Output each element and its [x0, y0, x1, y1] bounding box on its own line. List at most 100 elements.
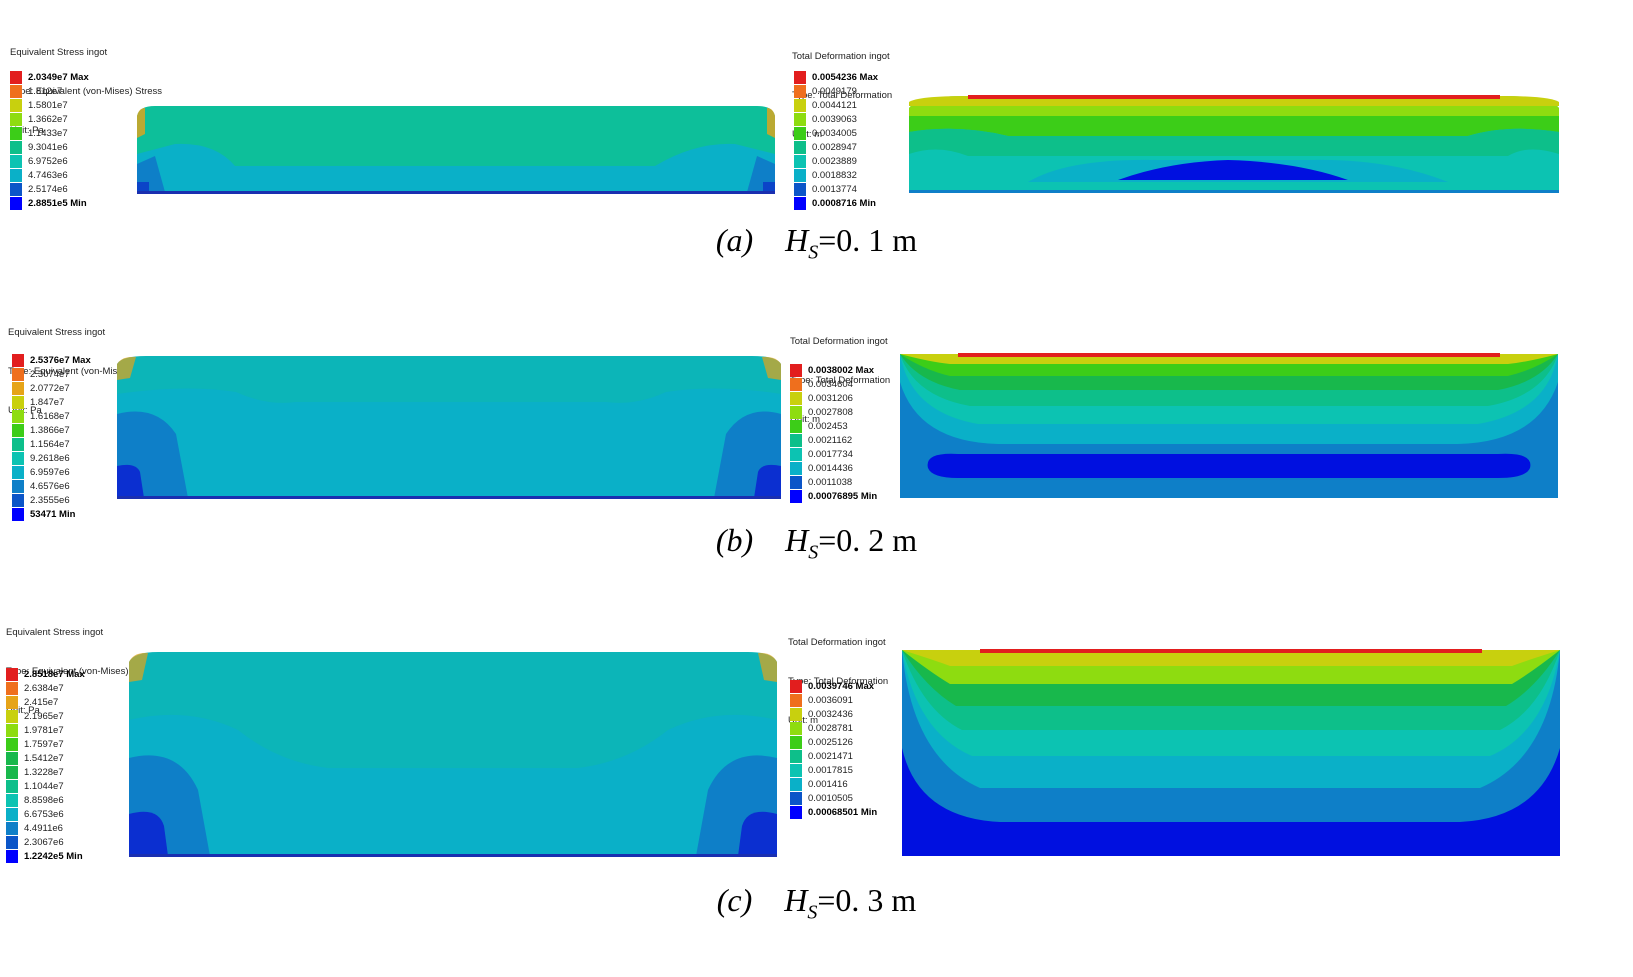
- legend-label: 0.0031206: [808, 393, 853, 404]
- figure-row-c: Equivalent Stress ingot Type: Equivalent…: [0, 590, 1633, 935]
- caption-value: =0. 2 m: [818, 522, 918, 558]
- legend-label: 2.5174e6: [28, 184, 68, 195]
- legend-swatch: [10, 71, 22, 84]
- legend-label: 2.0349e7 Max: [28, 72, 89, 83]
- caption-value: =0. 3 m: [817, 882, 917, 918]
- legend-label: 0.0008716 Min: [812, 198, 876, 209]
- legend-label: 1.7597e7: [24, 739, 64, 750]
- legend-label: 0.0017734: [808, 449, 853, 460]
- legend-label: 8.8598e6: [24, 795, 64, 806]
- legend-label: 0.0014436: [808, 463, 853, 474]
- legend-swatch: [794, 127, 806, 140]
- legend-swatch: [6, 724, 18, 737]
- legend-swatch: [12, 368, 24, 381]
- legend-label: 0.0021162: [808, 435, 853, 446]
- legend-swatch: [794, 141, 806, 154]
- legend-label: 1.5801e7: [28, 100, 68, 111]
- deformation-unit: Unit: m: [790, 414, 821, 425]
- legend-label: 2.3074e7: [30, 369, 70, 380]
- caption-symbol: H: [785, 222, 809, 258]
- legend-label: 1.1433e7: [28, 128, 68, 139]
- legend-label: 0.0044121: [812, 100, 857, 111]
- legend-swatch: [6, 696, 18, 709]
- legend-swatch: [790, 392, 802, 405]
- legend-swatch: [790, 448, 802, 461]
- legend-swatch: [790, 722, 802, 735]
- deformation-title: Total Deformation ingot: [792, 51, 890, 62]
- legend-label: 0.0023889: [812, 156, 857, 167]
- legend-swatch: [6, 822, 18, 835]
- legend-label: 0.0039746 Max: [808, 681, 875, 692]
- legend-label: 1.5412e7: [24, 753, 64, 764]
- legend-swatch: [6, 738, 18, 751]
- legend-swatch: [6, 808, 18, 821]
- caption-subscript: S: [807, 901, 818, 924]
- legend-label: 0.00068501 Min: [808, 807, 878, 818]
- legend-swatch: [10, 113, 22, 126]
- legend-swatch: [790, 434, 802, 447]
- legend-label: 2.3067e6: [24, 837, 64, 848]
- legend-swatch: [6, 766, 18, 779]
- legend-label: 6.6753e6: [24, 809, 64, 820]
- stress-contour-plot-b: [116, 354, 782, 500]
- legend-label: 0.0010505: [808, 793, 853, 804]
- caption-subscript: S: [808, 541, 819, 564]
- legend-swatch: [12, 396, 24, 409]
- caption-label: (a): [715, 222, 754, 258]
- caption-symbol: H: [785, 522, 809, 558]
- legend-swatch: [790, 378, 802, 391]
- caption-a: (a) HS=0. 1 m: [0, 222, 1633, 264]
- legend-label: 0.0028781: [808, 723, 853, 734]
- legend-swatch: [10, 85, 22, 98]
- legend-label: 0.0032436: [808, 709, 853, 720]
- legend-label: 4.6576e6: [30, 481, 70, 492]
- figure-row-a: Equivalent Stress ingot Type: Equivalent…: [0, 0, 1633, 270]
- legend-swatch: [794, 113, 806, 126]
- caption-subscript: S: [808, 241, 819, 264]
- legend-label: 0.0049179: [812, 86, 857, 97]
- legend-swatch: [794, 197, 806, 210]
- legend-swatch: [12, 508, 24, 521]
- legend-label: 1.9781e7: [24, 725, 64, 736]
- stress-contour-plot-c: [128, 650, 778, 858]
- deformation-title: Total Deformation ingot: [790, 336, 888, 347]
- legend-label: 2.3555e6: [30, 495, 70, 506]
- legend-label: 1.1044e7: [24, 781, 64, 792]
- legend-label: 1.3228e7: [24, 767, 64, 778]
- legend-swatch: [6, 794, 18, 807]
- legend-swatch: [10, 197, 22, 210]
- legend-label: 2.1965e7: [24, 711, 64, 722]
- caption-symbol: H: [784, 882, 808, 918]
- deformation-contour-plot-a: [908, 94, 1560, 194]
- legend-label: 9.3041e6: [28, 142, 68, 153]
- legend-swatch: [794, 71, 806, 84]
- legend-swatch: [6, 668, 18, 681]
- caption-b: (b) HS=0. 2 m: [0, 522, 1633, 564]
- legend-swatch: [790, 792, 802, 805]
- legend-label: 0.0038002 Max: [808, 365, 875, 376]
- legend-swatch: [6, 780, 18, 793]
- legend-label: 0.0013774: [812, 184, 857, 195]
- legend-label: 0.002453: [808, 421, 848, 432]
- stress-title: Equivalent Stress ingot: [8, 327, 106, 338]
- legend-label: 1.3662e7: [28, 114, 68, 125]
- legend-swatch: [10, 169, 22, 182]
- stress-title: Equivalent Stress ingot: [10, 47, 108, 58]
- legend-swatch: [12, 494, 24, 507]
- legend-swatch: [12, 480, 24, 493]
- legend-swatch: [12, 466, 24, 479]
- legend-label: 2.415e7: [24, 697, 59, 708]
- legend-swatch: [12, 354, 24, 367]
- legend-swatch: [790, 462, 802, 475]
- figure-row-b: Equivalent Stress ingot Type: Equivalent…: [0, 290, 1633, 575]
- legend-label: 4.4911e6: [24, 823, 63, 834]
- legend-label: 0.0025126: [808, 737, 853, 748]
- legend-label: 1.847e7: [30, 397, 65, 408]
- stress-title: Equivalent Stress ingot: [6, 627, 104, 638]
- legend-label: 1.6168e7: [30, 411, 70, 422]
- legend-swatch: [790, 764, 802, 777]
- legend-swatch: [794, 183, 806, 196]
- legend-swatch: [790, 778, 802, 791]
- legend-label: 0.0028947: [812, 142, 857, 153]
- legend-swatch: [6, 710, 18, 723]
